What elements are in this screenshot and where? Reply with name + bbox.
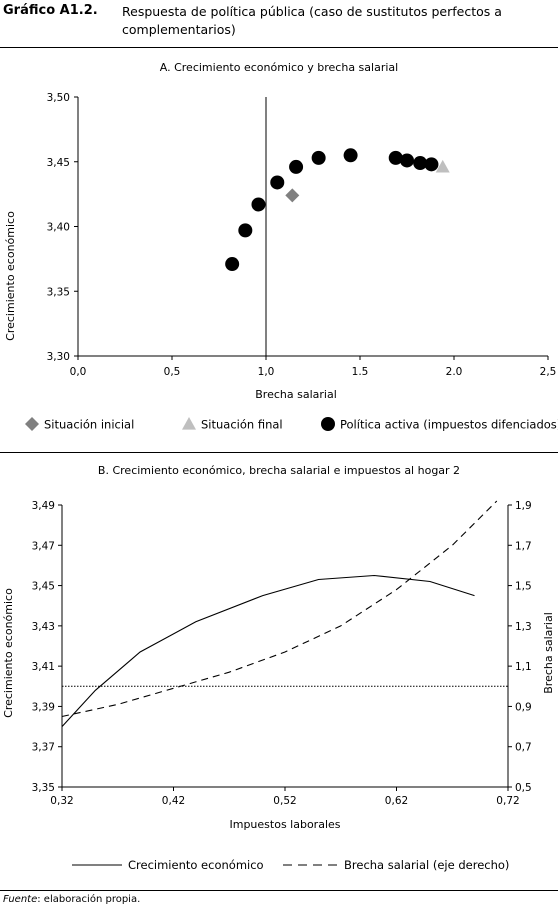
y-tick-label: 3,39 <box>32 701 55 713</box>
chart-a-ylabel: Crecimiento económico <box>4 211 17 341</box>
y-tick-label: 3,49 <box>32 500 55 512</box>
wage-gap-line <box>61 500 498 718</box>
data-point <box>225 257 240 272</box>
y2-tick-label: 0,5 <box>515 782 532 794</box>
data-point <box>388 150 403 165</box>
y2-tick-label: 0,7 <box>515 742 532 754</box>
data-point <box>343 148 358 163</box>
y-tick-label: 3,41 <box>32 661 55 673</box>
figure-title: Respuesta de política pública (caso de s… <box>122 4 502 37</box>
y2-tick-label: 1,1 <box>515 661 532 673</box>
y-tick-label: 3,45 <box>47 157 70 169</box>
x-tick-label: 0,32 <box>50 795 73 807</box>
chart-b: B. Crecimiento económico, brecha salaria… <box>2 464 555 872</box>
growth-line <box>61 574 475 727</box>
y2-tick-label: 1,5 <box>515 581 532 593</box>
section-divider <box>0 452 558 453</box>
y-tick-label: 3,47 <box>32 540 55 552</box>
y-tick-label: 3,37 <box>32 742 55 754</box>
data-point <box>251 197 266 212</box>
y-tick-label: 3,43 <box>32 621 55 633</box>
y-tick-label: 3,35 <box>32 782 55 794</box>
data-point <box>400 153 414 168</box>
chart-a-title: A. Crecimiento económico y brecha salari… <box>160 61 398 74</box>
x-tick-label: 1.5 <box>352 366 369 378</box>
header-divider <box>0 47 558 48</box>
footer-divider <box>0 890 558 891</box>
y-tick-label: 3,45 <box>32 581 55 593</box>
chart-b-xlabel: Impuestos laborales <box>229 818 340 831</box>
chart-a-points <box>225 148 450 272</box>
y2-tick-label: 0,9 <box>515 701 532 713</box>
legend-label: Situación inicial <box>44 418 134 432</box>
legend-label: Crecimiento económico <box>128 858 264 872</box>
y-tick-label: 3,40 <box>47 222 70 234</box>
legend-label: Brecha salarial (eje derecho) <box>344 858 509 872</box>
x-tick-label: 0,0 <box>70 366 87 378</box>
y-tick-label: 3,50 <box>47 92 70 104</box>
y2-tick-label: 1,3 <box>515 621 532 633</box>
legend-marker <box>182 417 196 430</box>
y2-tick-label: 1,9 <box>515 500 532 512</box>
data-point <box>270 175 285 190</box>
x-tick-label: 0,62 <box>385 795 408 807</box>
legend-marker <box>25 417 39 431</box>
chart-a-xlabel: Brecha salarial <box>255 388 337 401</box>
y2-tick-label: 1,7 <box>515 540 532 552</box>
data-point <box>289 159 304 174</box>
x-tick-label: 0,52 <box>273 795 296 807</box>
chart-b-ylabel: Crecimiento económico <box>2 588 15 718</box>
figure-label: Gráfico A1.2. <box>3 3 98 18</box>
chart-a: A. Crecimiento económico y brecha salari… <box>4 61 558 432</box>
x-tick-label: 2.0 <box>446 366 463 378</box>
legend-label: Política activa (impuestos difenciados) <box>340 418 558 432</box>
chart-a-axes: 3,30 3,35 3,40 3,45 3,50 0,0 0,5 1,0 1.5 2.0 2,5 <box>47 92 557 378</box>
x-tick-label: 0,42 <box>162 795 185 807</box>
legend-marker <box>321 417 335 431</box>
chart-b-y2label: Brecha salarial <box>542 612 555 694</box>
x-tick-label: 1,0 <box>258 366 275 378</box>
x-tick-label: 0,72 <box>496 795 519 807</box>
data-point <box>238 223 253 238</box>
chart-b-title: B. Crecimiento económico, brecha salaria… <box>98 464 460 477</box>
legend-label: Situación final <box>201 418 283 432</box>
x-tick-label: 0,5 <box>164 366 181 378</box>
x-tick-label: 2,5 <box>540 366 557 378</box>
chart-b-axes: 3,35 3,37 3,39 3,41 3,43 3,45 3,47 3,49 0,5 0,7 0,… <box>32 500 532 807</box>
data-point <box>424 157 439 172</box>
chart-b-legend: Crecimiento económico Brecha salarial (ej… <box>72 858 509 872</box>
source-label: Fuente <box>3 894 38 905</box>
source-text: : elaboración propia. <box>37 894 141 905</box>
data-point <box>413 156 428 171</box>
chart-a-legend: Situación inicial Situación final Política… <box>25 417 558 432</box>
data-point <box>435 159 450 173</box>
y-tick-label: 3,35 <box>47 286 70 298</box>
source-note: Fuente: elaboración propia. <box>3 894 140 905</box>
data-point <box>311 150 326 165</box>
y-tick-label: 3,30 <box>47 351 70 363</box>
chart-b-lines <box>61 500 498 727</box>
data-point <box>285 188 300 203</box>
